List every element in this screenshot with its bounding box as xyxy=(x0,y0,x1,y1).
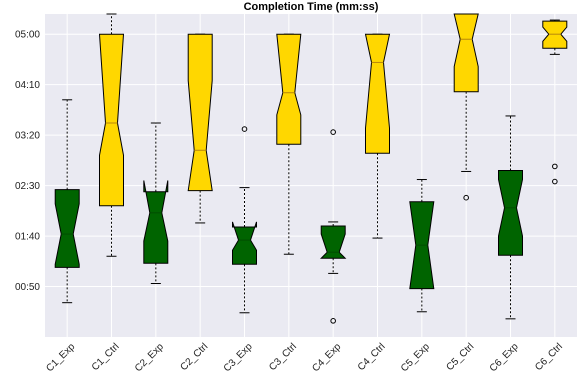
notched-box xyxy=(498,170,523,256)
notched-box xyxy=(187,33,213,192)
outlier-point xyxy=(241,126,248,132)
box-c6-ctrl xyxy=(542,19,568,185)
x-tick-label: C6_Exp xyxy=(488,341,521,374)
box-c2-exp xyxy=(143,122,169,285)
plot-area xyxy=(45,14,577,337)
y-tick-label: 01:40 xyxy=(15,232,40,243)
y-axis-ticks: 00:50 01:40 02:30 03:20 04:10 05:00 xyxy=(15,30,40,293)
notched-box xyxy=(232,221,257,265)
y-tick-label: 00:50 xyxy=(15,282,40,293)
notched-box xyxy=(453,13,479,93)
notched-box xyxy=(98,33,125,207)
y-tick-label: 02:30 xyxy=(15,181,40,192)
x-tick-label: C4_Exp xyxy=(310,341,343,374)
x-tick-label: C2_Ctrl xyxy=(179,341,211,373)
outlier-point xyxy=(463,194,469,201)
outlier-point xyxy=(330,318,336,324)
outlier-point xyxy=(330,129,336,135)
y-tick-label: 04:10 xyxy=(15,80,40,91)
y-tick-label: 03:20 xyxy=(15,131,40,142)
box-c1-ctrl xyxy=(98,13,125,257)
box-series xyxy=(54,13,568,324)
box-c6-exp xyxy=(498,115,523,320)
chart-title: Completion Time (mm:ss) xyxy=(244,1,379,13)
box-c5-ctrl xyxy=(453,13,479,201)
box-c4-exp xyxy=(320,129,347,324)
notched-box xyxy=(276,33,302,145)
notched-box xyxy=(364,33,391,154)
notched-box xyxy=(320,225,347,259)
x-tick-label: C5_Ctrl xyxy=(445,341,477,373)
x-tick-label: C6_Ctrl xyxy=(533,341,565,373)
x-tick-label: C3_Ctrl xyxy=(267,341,299,373)
box-c4-ctrl xyxy=(364,33,391,239)
x-tick-label: C1_Exp xyxy=(44,341,77,374)
box-c5-exp xyxy=(409,179,435,313)
notched-box xyxy=(542,20,568,49)
box-c3-exp xyxy=(232,126,257,314)
notched-box xyxy=(143,180,169,264)
x-tick-label: C5_Exp xyxy=(399,341,432,374)
box-c3-ctrl xyxy=(276,33,302,255)
box-c1-exp xyxy=(54,99,80,304)
box-c2-ctrl xyxy=(187,33,213,224)
x-tick-label: C1_Ctrl xyxy=(90,341,122,373)
outlier-point xyxy=(552,163,558,170)
outlier-point xyxy=(552,178,558,185)
x-tick-label: C2_Exp xyxy=(133,341,166,374)
y-tick-label: 05:00 xyxy=(15,30,40,41)
notched-box xyxy=(54,189,80,268)
x-tick-label: C4_Ctrl xyxy=(356,341,388,373)
x-axis-ticks: C1_Exp C1_Ctrl C2_Exp C2_Ctrl C3_Exp C3_Ctrl C… xyxy=(44,341,565,374)
x-tick-label: C3_Exp xyxy=(222,341,255,374)
